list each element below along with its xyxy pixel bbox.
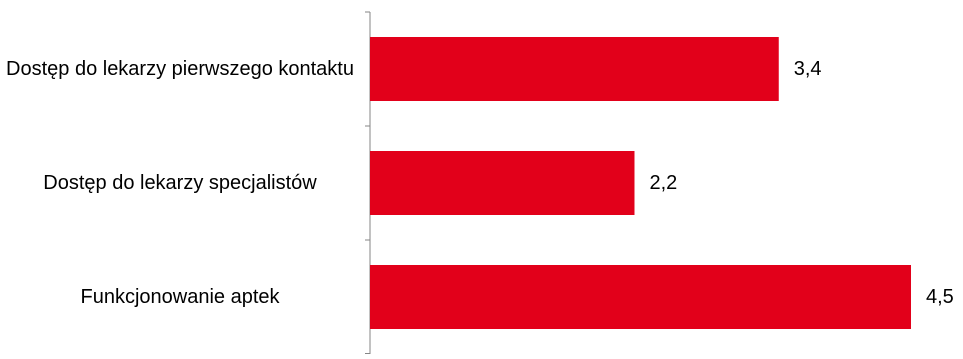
data-label: 2,2 (649, 172, 678, 194)
data-label: 4,5 (926, 286, 954, 308)
category-label: Dostęp do lekarzy pierwszego kontaktu (6, 58, 354, 80)
category-label: Dostęp do lekarzy specjalistów (43, 172, 317, 194)
bar (370, 151, 635, 215)
category-label: Funkcjonowanie aptek (80, 286, 280, 308)
bar (370, 265, 911, 329)
data-label: 3,4 (793, 58, 822, 80)
bar (370, 37, 779, 101)
